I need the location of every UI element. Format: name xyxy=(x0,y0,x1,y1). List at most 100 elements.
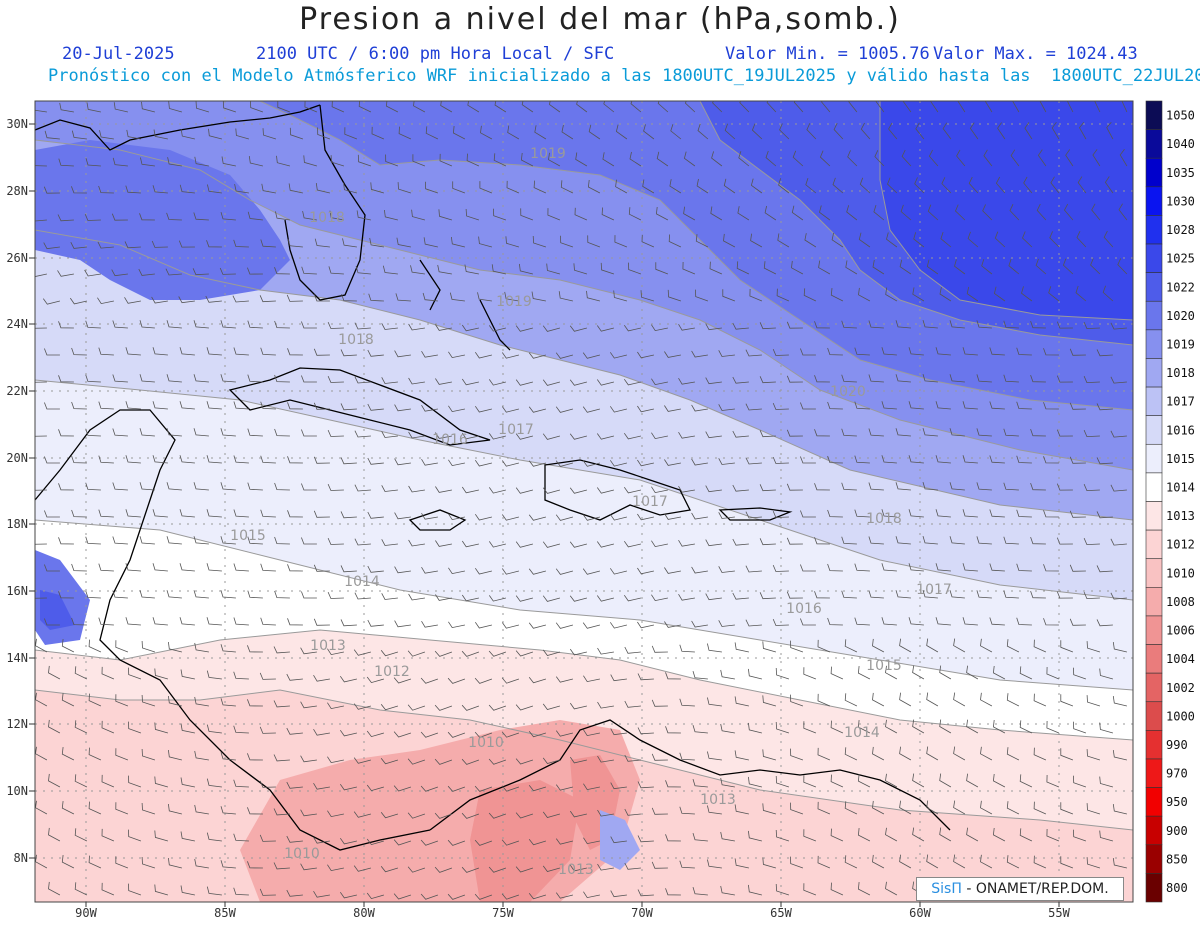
wind-barb xyxy=(800,564,816,572)
wind-barb xyxy=(101,720,115,734)
wind-barb xyxy=(247,374,263,383)
wind-barb xyxy=(857,666,871,680)
wind-barb xyxy=(35,219,47,222)
wind-barb xyxy=(141,856,156,869)
wind-barb xyxy=(683,206,696,221)
wind-barb xyxy=(691,458,708,466)
contour-label: 1020 xyxy=(830,384,866,400)
wind-barb xyxy=(194,642,209,653)
wind-barb xyxy=(286,294,303,302)
wind-barb xyxy=(1003,590,1019,599)
wind-barb xyxy=(168,749,182,761)
wind-barb xyxy=(751,123,763,140)
wind-barb xyxy=(447,785,466,792)
wind-barb xyxy=(340,349,357,357)
wind-barb xyxy=(555,460,574,467)
wind-barb xyxy=(301,375,317,383)
colorbar-swatch xyxy=(1145,844,1163,874)
wind-barb xyxy=(844,747,858,761)
wind-barb xyxy=(922,373,938,383)
wind-barb xyxy=(286,727,303,735)
wind-barb xyxy=(582,460,601,467)
wind-barb xyxy=(790,802,804,815)
wind-barb xyxy=(732,538,749,546)
wind-barb xyxy=(367,565,384,573)
colorbar-label: 1002 xyxy=(1166,681,1195,695)
wind-barb xyxy=(206,401,222,410)
wind-barb xyxy=(447,731,466,738)
wind-barb xyxy=(71,455,87,464)
wind-barb xyxy=(501,514,519,521)
wind-barb xyxy=(966,827,979,842)
wind-barb xyxy=(250,101,264,113)
wind-barb xyxy=(574,207,588,221)
wind-barb xyxy=(180,723,195,734)
wind-barb xyxy=(885,287,898,302)
wind-barb xyxy=(560,180,574,194)
wind-barb xyxy=(628,262,642,275)
wind-barb xyxy=(1051,122,1060,140)
wind-barb xyxy=(1021,286,1033,302)
wind-barb xyxy=(980,800,993,815)
wind-barb xyxy=(233,725,249,734)
wind-barb xyxy=(86,102,101,113)
wind-barb xyxy=(935,401,951,410)
wind-barb xyxy=(1110,538,1127,546)
wind-barb xyxy=(982,204,993,221)
wind-barb xyxy=(396,237,411,248)
wind-barb xyxy=(461,594,479,602)
wind-barb xyxy=(926,800,939,815)
colorbar-swatch xyxy=(1145,443,1163,474)
wind-barb xyxy=(194,804,209,815)
wind-barb xyxy=(682,261,696,275)
wind-barb xyxy=(327,702,344,710)
wind-barb xyxy=(630,101,642,113)
wind-barb xyxy=(343,182,358,194)
wind-barb xyxy=(128,667,142,680)
wind-barb xyxy=(447,839,466,846)
wind-barb xyxy=(844,693,858,707)
wind-barb xyxy=(220,428,236,437)
wind-barb xyxy=(868,374,884,383)
wind-barb xyxy=(792,150,804,167)
wind-barb xyxy=(434,866,453,873)
wind-barb xyxy=(1009,204,1020,221)
wind-barb xyxy=(35,327,47,329)
wind-barb xyxy=(705,485,722,493)
wind-barb xyxy=(141,748,156,761)
wind-barb xyxy=(287,510,303,518)
wind-barb xyxy=(651,699,668,707)
wind-barb xyxy=(542,703,561,710)
colorbar-swatch xyxy=(1145,672,1163,703)
wind-barb xyxy=(48,719,61,734)
wind-barb xyxy=(1096,349,1113,357)
wind-barb xyxy=(421,350,438,358)
wind-barb xyxy=(367,511,384,519)
wind-barb xyxy=(793,101,804,113)
wind-barb xyxy=(790,694,804,707)
wind-barb xyxy=(772,510,789,518)
wind-barb xyxy=(1056,429,1073,437)
wind-barb xyxy=(857,774,871,788)
wind-barb xyxy=(480,125,493,140)
wind-barb xyxy=(803,775,817,788)
wind-barb xyxy=(759,592,776,600)
wind-barb xyxy=(895,536,911,545)
wind-barb xyxy=(857,720,871,734)
wind-barb xyxy=(206,347,222,356)
wind-barb xyxy=(868,536,884,545)
wind-barb xyxy=(1103,230,1114,248)
wind-barb xyxy=(154,884,169,896)
wind-barb xyxy=(74,828,88,842)
wind-barb xyxy=(637,835,654,843)
wind-barb xyxy=(313,564,330,572)
wind-barb xyxy=(935,509,951,518)
wind-barb xyxy=(745,619,762,627)
colorbar-label: 1025 xyxy=(1166,252,1195,266)
latitude-labels: 30N 28N 26N 24N 22N 20N 18N 16N 14N 12N 10N 8N xyxy=(6,117,35,865)
wind-barb xyxy=(521,101,534,113)
wind-barb xyxy=(520,208,534,221)
wind-barb xyxy=(1121,101,1128,113)
wind-barb xyxy=(260,401,276,410)
wind-barb xyxy=(899,800,912,815)
